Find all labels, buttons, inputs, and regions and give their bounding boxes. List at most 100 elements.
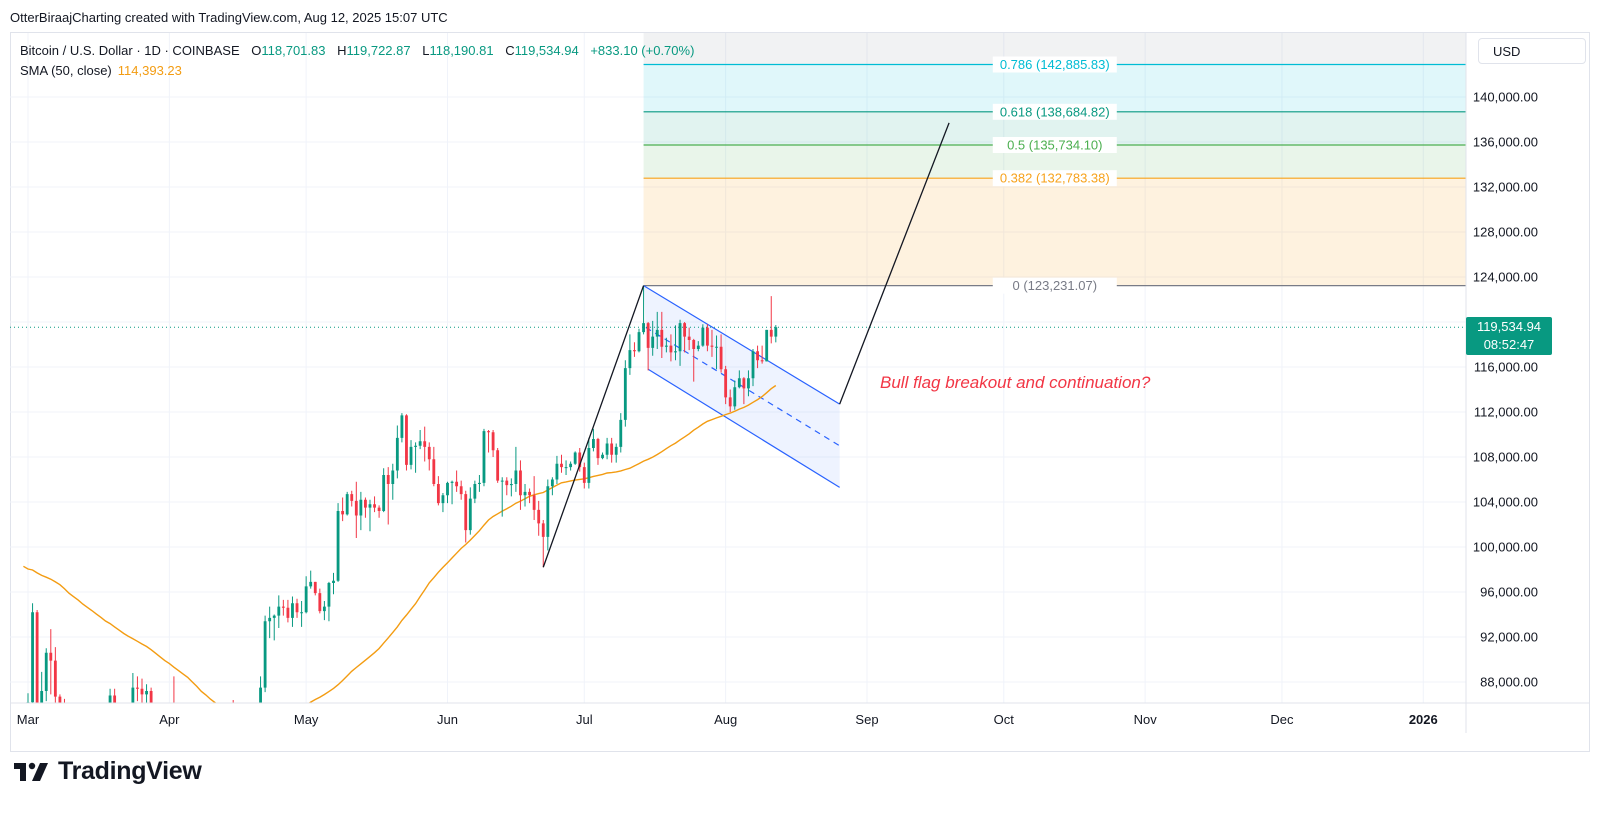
currency-button[interactable]: USD	[1478, 38, 1586, 64]
brand-text: TradingView	[58, 756, 202, 785]
fib-label-bg	[992, 103, 1117, 120]
low-value: 118,190.81	[429, 43, 494, 58]
candle	[487, 430, 490, 453]
candle	[623, 360, 627, 427]
candle-body	[113, 695, 117, 703]
bar-countdown: 08:52:47	[1483, 337, 1535, 352]
candle	[241, 711, 244, 729]
fib-level-label: 0 (123,231.07)	[1012, 278, 1097, 293]
candle-body	[674, 351, 677, 353]
candle-body	[482, 431, 486, 483]
candle-body	[496, 450, 500, 481]
symbol-title[interactable]: Bitcoin / U.S. Dollar · 1D · COINBASE	[20, 43, 240, 58]
candle-body	[44, 652, 48, 691]
candle-body	[701, 327, 705, 346]
candle-body	[468, 498, 472, 531]
candle-body	[204, 743, 207, 814]
candle-body	[373, 504, 376, 508]
candle-body	[81, 730, 84, 759]
candle-body	[464, 494, 468, 531]
candle	[127, 703, 130, 730]
last-price-tag: 119,534.94 08:52:47	[1466, 317, 1552, 355]
candle	[186, 725, 189, 745]
candle	[400, 413, 404, 443]
candle-body	[309, 581, 313, 587]
candle-body	[255, 715, 258, 716]
candle-body	[569, 463, 573, 468]
candle-body	[765, 329, 769, 362]
flag-channel-upper	[643, 285, 840, 405]
candle	[747, 370, 750, 397]
x-tick-label: Jun	[437, 712, 458, 727]
chart-legend: Bitcoin / U.S. Dollar · 1D · COINBASE O1…	[20, 41, 694, 81]
candle	[633, 342, 636, 357]
candle-body	[40, 691, 44, 703]
candle-body	[696, 345, 700, 349]
fib-label-bg	[992, 170, 1117, 187]
candle-body	[200, 781, 203, 814]
candle	[423, 426, 427, 462]
candle	[350, 490, 354, 507]
candle-body	[313, 581, 317, 594]
y-tick-label: 100,000.00	[1473, 540, 1538, 555]
flag-channel-lower	[647, 368, 840, 488]
candle-body	[277, 606, 281, 616]
candle	[478, 475, 481, 492]
candle-body	[350, 494, 354, 501]
candle-body	[541, 523, 545, 537]
candle-body	[31, 612, 34, 703]
candle	[573, 451, 577, 465]
candle	[104, 726, 107, 759]
candle-body	[232, 721, 235, 730]
sma-row[interactable]: SMA (50, close) 114,393.23	[20, 61, 694, 81]
y-tick-label: 88,000.00	[1480, 675, 1538, 690]
candle-body	[728, 397, 732, 407]
candle-body	[756, 351, 759, 361]
candle-body	[86, 727, 89, 760]
candle	[546, 479, 550, 551]
candle	[159, 733, 162, 754]
candle	[354, 481, 358, 538]
candle	[177, 728, 180, 758]
x-tick-label: Jul	[576, 712, 593, 727]
candle-body	[354, 500, 358, 516]
candle-body	[715, 346, 718, 348]
candle-body	[154, 723, 157, 742]
tradingview-brand[interactable]: TradingView	[14, 756, 202, 785]
candle	[204, 733, 207, 820]
candle-body	[118, 725, 121, 727]
candle	[715, 335, 718, 370]
high-label: H	[337, 43, 347, 58]
candle	[436, 476, 440, 506]
candle-body	[268, 617, 272, 622]
candle-body	[291, 603, 294, 618]
candle	[368, 499, 372, 532]
candle	[373, 496, 376, 513]
candle-body	[705, 327, 709, 346]
candle-body	[646, 323, 650, 348]
candle	[446, 481, 449, 504]
candle	[578, 448, 582, 472]
candle-body	[368, 504, 372, 508]
candle	[505, 477, 509, 496]
sma-50-line	[23, 384, 777, 703]
y-tick-label: 128,000.00	[1473, 225, 1538, 240]
candle-body	[341, 511, 345, 515]
candle	[610, 437, 614, 463]
candle	[701, 324, 705, 347]
candle	[173, 676, 175, 703]
x-tick-label: Aug	[714, 712, 737, 727]
candle	[281, 599, 285, 616]
candle-body	[382, 475, 386, 511]
candle	[209, 742, 212, 789]
fib-label-bg	[992, 136, 1117, 153]
fib-label-bg	[992, 56, 1117, 73]
candle	[719, 334, 723, 373]
candle	[432, 446, 436, 487]
candle-body	[300, 612, 304, 614]
candle-body	[140, 688, 144, 695]
candle-body	[63, 703, 66, 764]
candle-body	[414, 445, 417, 447]
candle-body	[432, 459, 436, 484]
